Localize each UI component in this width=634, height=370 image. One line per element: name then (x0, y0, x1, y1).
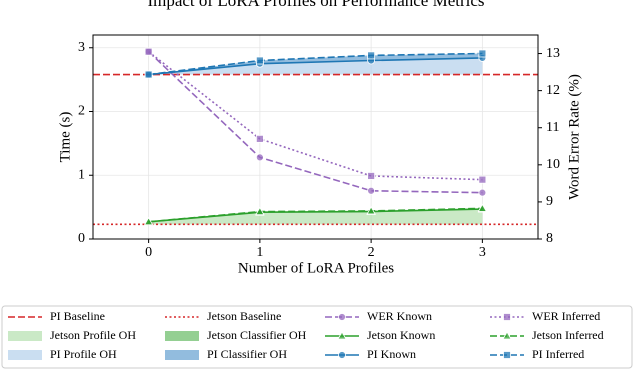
data-point (478, 175, 487, 184)
x-tick-label: 3 (479, 245, 486, 260)
legend-label: WER Known (367, 309, 432, 323)
legend-handle (165, 350, 199, 360)
legend-marker (503, 313, 511, 321)
data-point (144, 47, 153, 56)
y-tick-label: 2 (78, 104, 85, 119)
legend-label: Jetson Known (367, 328, 435, 342)
x-axis-label: Number of LoRA Profiles (238, 260, 394, 276)
legend-label: Jetson Inferred (532, 328, 604, 342)
legend-marker (338, 313, 346, 321)
y2-tick-label: 10 (546, 157, 560, 172)
y2-tick-label: 12 (546, 83, 560, 98)
legend: PI Baseline Jetson Baseline WER Known WER I… (8, 309, 604, 361)
legend-label: Jetson Profile OH (50, 328, 136, 342)
y2-tick-label: 8 (546, 231, 553, 246)
x-tick-label: 1 (256, 245, 263, 260)
legend-handle (8, 350, 42, 360)
series-line (148, 51, 483, 181)
series-line (148, 57, 483, 76)
series-line (148, 51, 483, 194)
data-point (255, 56, 264, 65)
data-point (367, 172, 376, 180)
data-point (255, 153, 264, 162)
legend-label: PI Inferred (532, 347, 584, 361)
y-tick-label: 0 (78, 231, 85, 246)
y2-axis-label: Word Error Rate (%) (566, 74, 582, 200)
legend-label: WER Inferred (532, 309, 600, 323)
legend-label: PI Known (367, 347, 416, 361)
data-point (478, 188, 487, 197)
data-point (366, 206, 376, 215)
legend-handle (165, 331, 199, 341)
legend-label: PI Baseline (50, 309, 105, 323)
plot-frame (92, 34, 539, 240)
legend-marker (337, 331, 347, 340)
y2-tick-label: 11 (546, 120, 559, 135)
series-line (148, 52, 483, 76)
y-tick-label: 3 (78, 40, 85, 55)
data-point (367, 51, 376, 60)
legend-box (1, 305, 633, 369)
data-point (255, 206, 265, 215)
legend-marker (503, 351, 511, 359)
y-tick-label: 1 (78, 167, 85, 182)
legend-label: Jetson Classifier OH (207, 328, 307, 342)
legend-marker (502, 331, 512, 340)
legend-marker (338, 351, 346, 359)
data-point (367, 186, 376, 195)
y2-tick-label: 13 (546, 46, 560, 61)
data-point (255, 134, 264, 143)
area-fill (148, 53, 483, 75)
x-tick-label: 0 (145, 245, 152, 260)
data-point (478, 49, 487, 58)
series-line (148, 207, 483, 223)
legend-label: Jetson Baseline (207, 309, 281, 323)
y2-tick-label: 9 (546, 194, 553, 209)
data-point (143, 216, 154, 226)
area-fill (148, 209, 483, 225)
chart-title: Impact of LoRA Profiles on Performance M… (147, 0, 484, 10)
legend-label: PI Classifier OH (207, 347, 287, 361)
legend-label: PI Profile OH (50, 347, 117, 361)
data-point (144, 70, 153, 79)
legend-handle (8, 331, 42, 341)
data-point (477, 203, 488, 212)
x-tick-label: 2 (368, 245, 375, 260)
area-fill (148, 57, 483, 75)
y-axis-label: Time (s) (57, 112, 73, 163)
